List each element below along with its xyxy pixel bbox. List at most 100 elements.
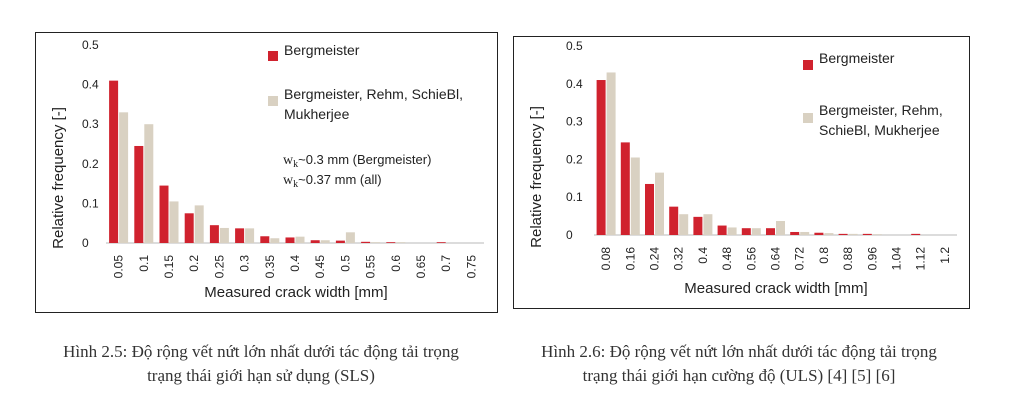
y-tick-label: 0.3 <box>82 117 99 131</box>
x-tick-label: 0.56 <box>744 247 758 271</box>
bar-series2 <box>119 112 129 243</box>
x-axis-label: Measured crack width [mm] <box>684 280 867 297</box>
y-tick-label: 0 <box>82 236 89 250</box>
x-tick-label: 0.55 <box>364 255 378 279</box>
bar-series1 <box>260 236 270 243</box>
caption-line-1: Hình 2.6: Độ rộng vết nứt lớn nhất dưới … <box>541 342 937 361</box>
y-tick-label: 0 <box>566 228 573 242</box>
bar-series1 <box>596 80 606 235</box>
legend: Bergmeister Bergmeister, Rehm, SchieBl, … <box>803 50 943 138</box>
caption-line-2: trạng thái giới hạn cường độ (ULS) [4] [… <box>582 366 896 385</box>
x-tick-label: 0.7 <box>439 255 453 272</box>
bar-series2 <box>320 240 330 243</box>
x-tick-label: 0.65 <box>414 255 428 279</box>
bar-series2 <box>245 228 255 243</box>
x-tick-label: 0.15 <box>162 255 176 279</box>
bar-series2 <box>371 242 381 243</box>
bar-series1 <box>159 185 169 243</box>
legend: Bergmeister Bergmeister, Rehm, SchieBl, … <box>268 42 463 122</box>
legend-label-series1: Bergmeister <box>284 42 360 58</box>
y-tick-label: 0.5 <box>82 38 99 52</box>
bar-series1 <box>620 142 630 235</box>
bar-series1 <box>862 233 872 235</box>
x-tick-label: 0.75 <box>464 255 478 279</box>
x-tick-label: 0.32 <box>672 247 686 271</box>
legend-swatch-series2 <box>268 96 278 106</box>
bar-series2 <box>800 231 810 235</box>
x-tick-label: 0.96 <box>865 247 879 271</box>
legend-label-series2-line2: Mukherjee <box>284 106 350 122</box>
bar-series2 <box>679 214 689 235</box>
figure-caption-uls: Hình 2.6: Độ rộng vết nứt lớn nhất dưới … <box>500 340 978 388</box>
bar-series1 <box>361 241 371 243</box>
bar-series1 <box>741 228 751 235</box>
legend-swatch-series1 <box>268 51 278 61</box>
legend-label-series2-line2: SchieBl, Mukherjee <box>819 122 940 138</box>
bar-series2 <box>606 72 616 236</box>
figure-caption-sls: Hình 2.5: Độ rộng vết nứt lớn nhất dưới … <box>20 340 502 388</box>
x-tick-label: 0.8 <box>817 247 831 264</box>
bar-series2 <box>144 124 154 243</box>
bar-series2 <box>751 228 761 235</box>
y-axis-label: Relative frequency [-] <box>528 106 545 248</box>
y-tick-label: 0.2 <box>82 157 99 171</box>
x-tick-label: 0.25 <box>212 255 226 279</box>
bar-series2 <box>270 238 280 243</box>
annotation-block: wk~0.3 mm (Bergmeister) wk~0.37 mm (all) <box>283 152 431 190</box>
legend-swatch-series2 <box>803 113 813 123</box>
x-tick-label: 0.72 <box>793 247 807 271</box>
chart-panel-sls: 0 0.1 0.2 0.3 0.4 0.5 0.05 0.1 0.15 0.2 0.25 0.3 0.… <box>35 32 498 313</box>
bar-series1 <box>134 145 144 243</box>
bar-series2 <box>396 242 406 243</box>
bar-series2 <box>703 214 713 235</box>
bar-series2 <box>169 201 179 243</box>
bar-series2 <box>848 233 858 235</box>
x-tick-label: 0.16 <box>623 247 637 271</box>
x-tick-label: 1.2 <box>938 247 952 264</box>
x-tick-label: 0.08 <box>599 247 613 271</box>
bar-series1 <box>717 225 727 235</box>
chart-uls: 0 0.1 0.2 0.3 0.4 0.5 0.08 0.16 0.24 0.32 0.4 0.48… <box>528 39 957 297</box>
x-tick-label: 0.6 <box>389 255 403 272</box>
bar-series2 <box>194 205 204 243</box>
x-tick-label: 0.45 <box>313 255 327 279</box>
legend-label-series2-line1: Bergmeister, Rehm, <box>819 102 943 118</box>
annotation-wk-bergmeister: wk~0.3 mm (Bergmeister) <box>283 152 431 170</box>
bar-series1 <box>911 233 921 235</box>
bar-series2 <box>776 221 785 235</box>
bar-series2 <box>630 157 640 235</box>
bar-series1 <box>209 225 219 243</box>
caption-line-2: trạng thái giới hạn sử dụng (SLS) <box>147 366 375 385</box>
x-tick-label: 0.64 <box>769 247 783 271</box>
y-axis-label: Relative frequency [-] <box>50 107 67 249</box>
bar-series1 <box>109 80 119 243</box>
x-tick-label: 0.2 <box>187 255 201 272</box>
bar-series1 <box>386 242 396 243</box>
bar-series1 <box>814 232 824 235</box>
bar-series1 <box>669 206 679 235</box>
bar-series1 <box>335 240 345 243</box>
bar-series1 <box>645 183 654 235</box>
x-tick-label: 0.05 <box>112 255 126 279</box>
bar-series1 <box>693 216 703 235</box>
bar-series1 <box>310 240 320 243</box>
x-tick-label: 0.4 <box>696 247 710 264</box>
legend-label-series2-line1: Bergmeister, Rehm, SchieBl, <box>284 86 463 102</box>
bar-series1 <box>766 228 775 235</box>
bar-series2 <box>824 233 834 235</box>
y-tick-label: 0.2 <box>566 152 583 166</box>
x-tick-label: 0.3 <box>238 255 252 272</box>
chart-panel-uls: 0 0.1 0.2 0.3 0.4 0.5 0.08 0.16 0.24 0.32 0.4 0.48… <box>513 36 970 309</box>
y-tick-label: 0.1 <box>82 196 99 210</box>
bar-series2 <box>655 172 664 235</box>
bar-series2 <box>295 236 305 243</box>
y-tick-label: 0.4 <box>82 78 99 92</box>
caption-line-1: Hình 2.5: Độ rộng vết nứt lớn nhất dưới … <box>63 342 459 361</box>
bar-series1 <box>838 233 848 235</box>
y-tick-label: 0.3 <box>566 115 583 129</box>
bar-series2 <box>219 227 229 243</box>
bar-series1 <box>184 213 194 243</box>
bar-series1 <box>436 242 446 243</box>
annotation-wk-all: wk~0.37 mm (all) <box>283 172 382 190</box>
x-axis-label: Measured crack width [mm] <box>204 284 387 301</box>
